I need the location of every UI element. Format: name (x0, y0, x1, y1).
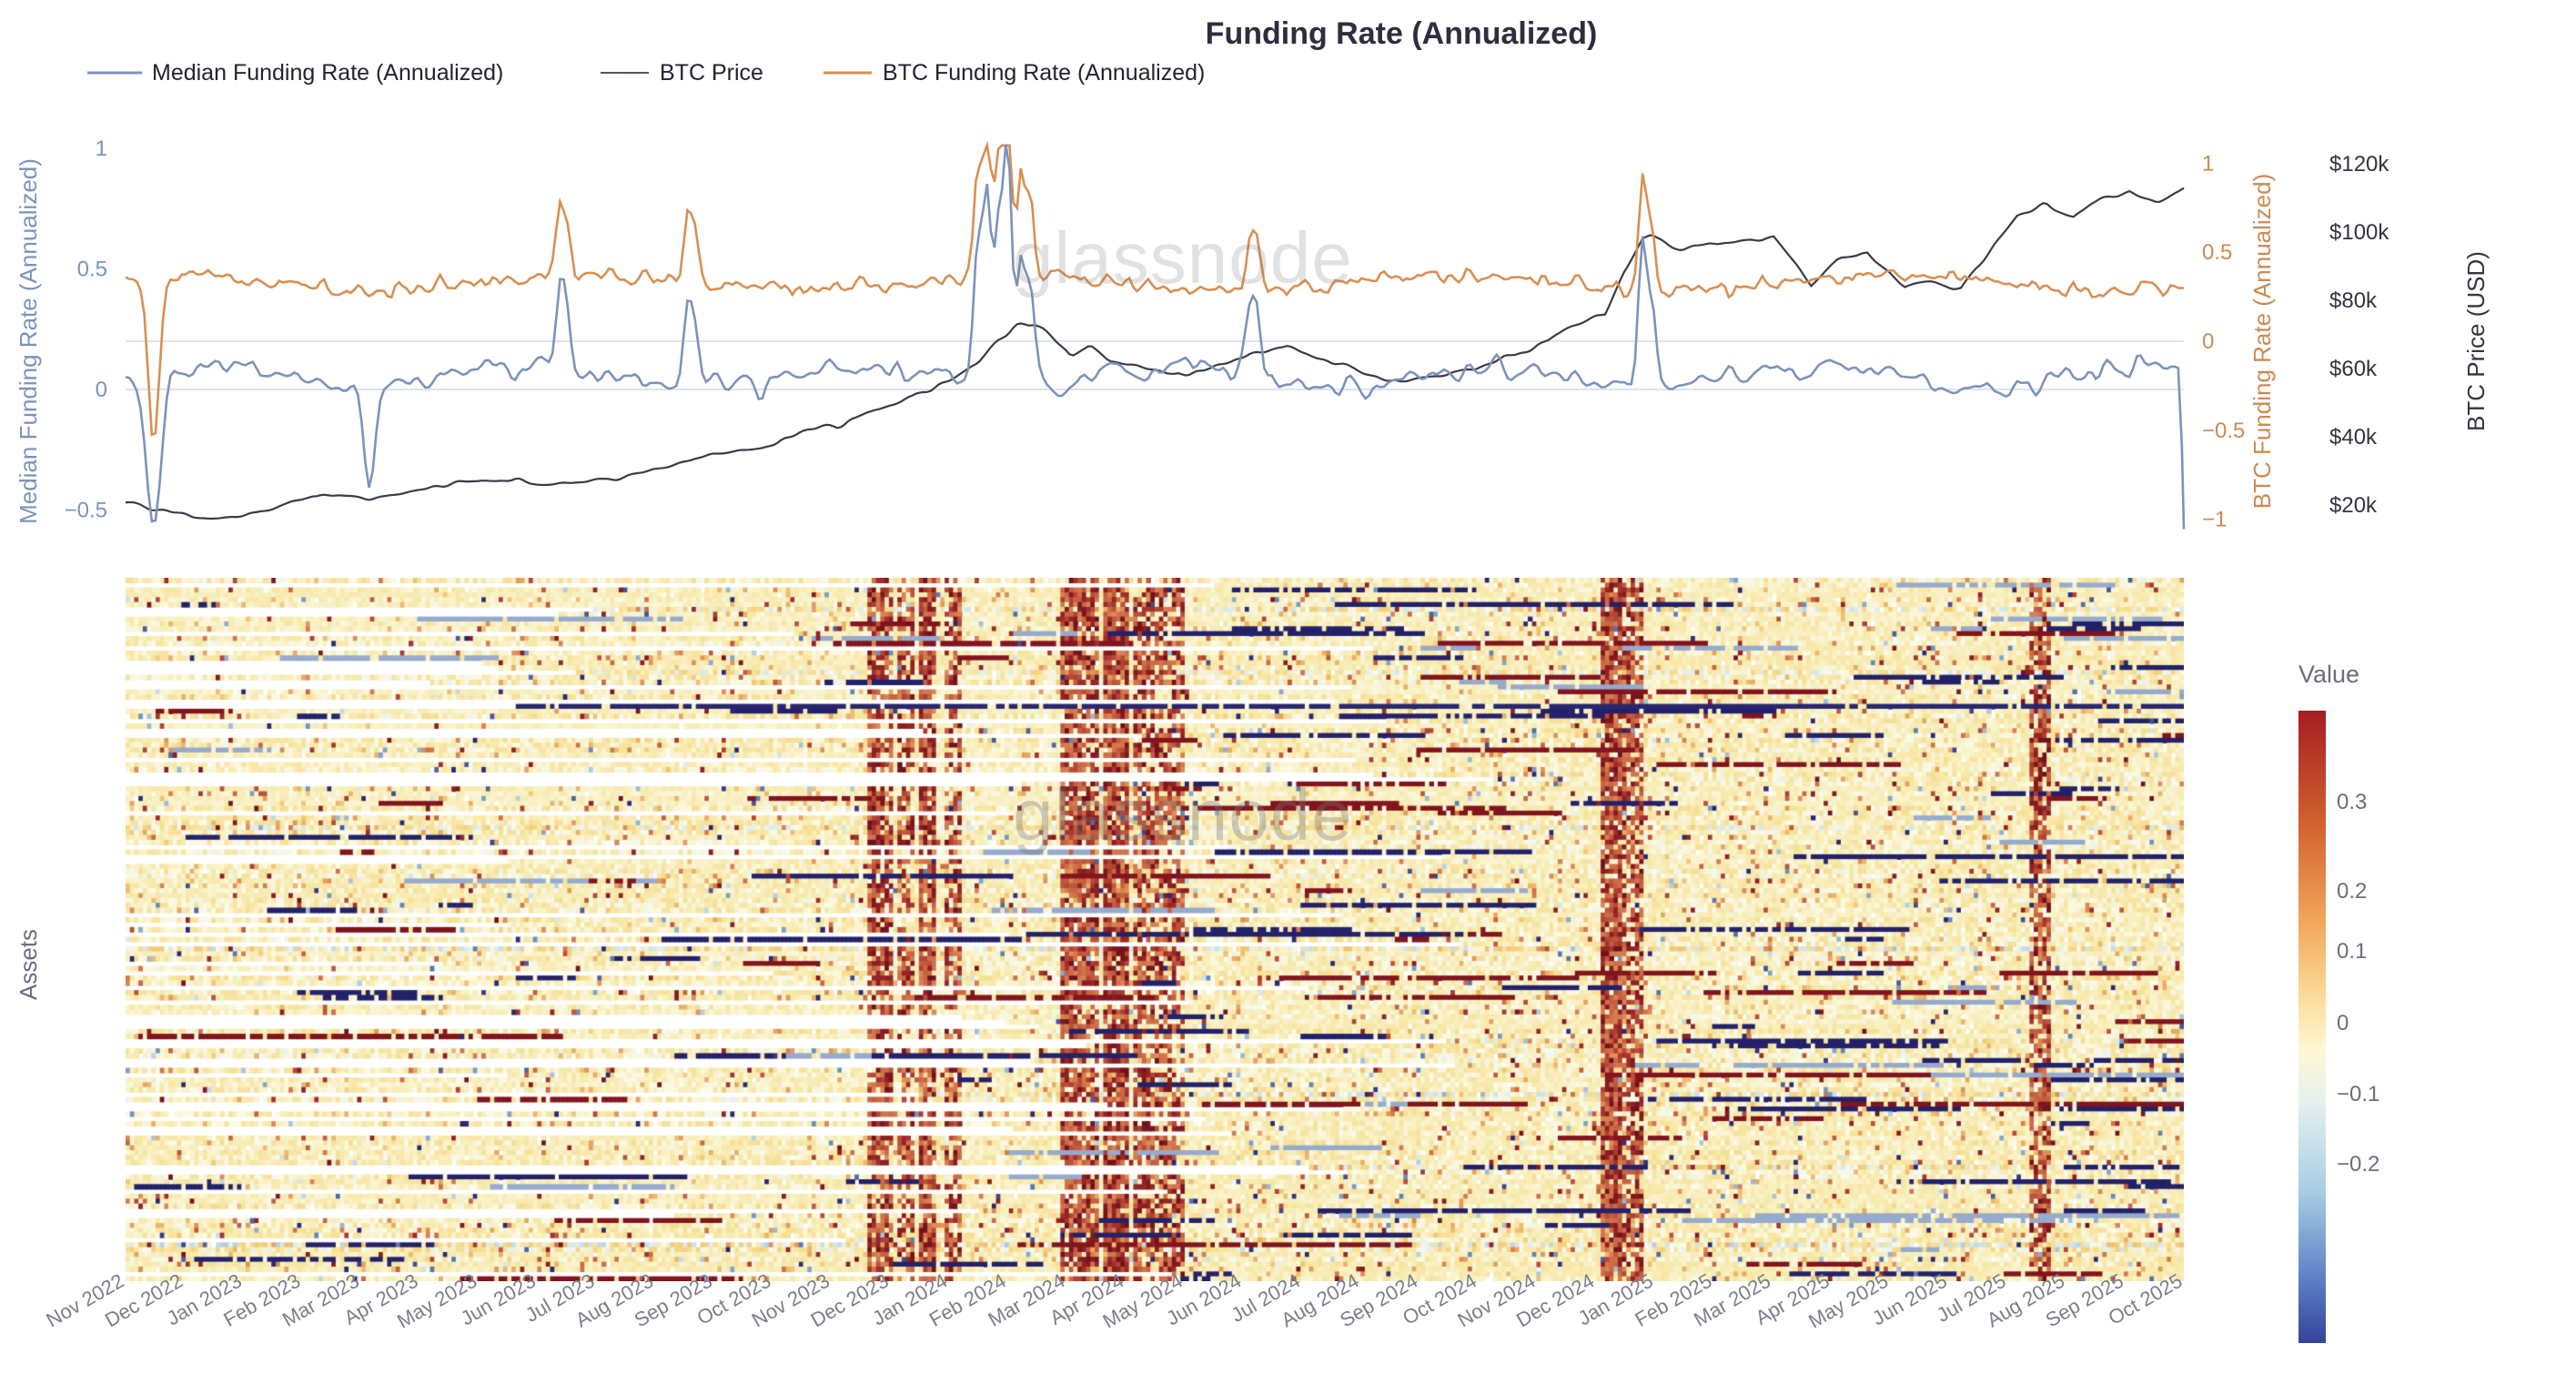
svg-text:BTC Funding Rate (Annualized): BTC Funding Rate (Annualized) (2248, 174, 2276, 510)
svg-text:BTC Funding Rate (Annualized): BTC Funding Rate (Annualized) (883, 60, 1205, 86)
svg-text:BTC Price (USD): BTC Price (USD) (2462, 251, 2490, 431)
svg-text:−0.5: −0.5 (2202, 419, 2245, 443)
svg-text:−0.5: −0.5 (65, 498, 107, 522)
svg-text:1: 1 (96, 136, 107, 161)
svg-text:$20k: $20k (2329, 493, 2378, 518)
svg-text:1: 1 (2202, 151, 2214, 176)
svg-text:Median Funding Rate (Annualize: Median Funding Rate (Annualized) (152, 60, 503, 86)
svg-text:Median Funding Rate (Annualize: Median Funding Rate (Annualized) (15, 158, 42, 524)
svg-text:$80k: $80k (2329, 288, 2378, 313)
svg-text:−1: −1 (2202, 508, 2227, 532)
svg-text:$60k: $60k (2329, 357, 2378, 381)
svg-text:$100k: $100k (2329, 220, 2389, 245)
svg-text:0: 0 (96, 378, 107, 402)
svg-text:BTC Price: BTC Price (660, 60, 763, 86)
svg-text:Funding Rate (Annualized): Funding Rate (Annualized) (1206, 16, 1598, 51)
svg-text:$120k: $120k (2329, 152, 2389, 177)
svg-text:0: 0 (2202, 329, 2214, 354)
svg-text:$40k: $40k (2329, 425, 2378, 450)
svg-text:0.5: 0.5 (2202, 240, 2232, 265)
svg-text:0.5: 0.5 (77, 258, 107, 282)
